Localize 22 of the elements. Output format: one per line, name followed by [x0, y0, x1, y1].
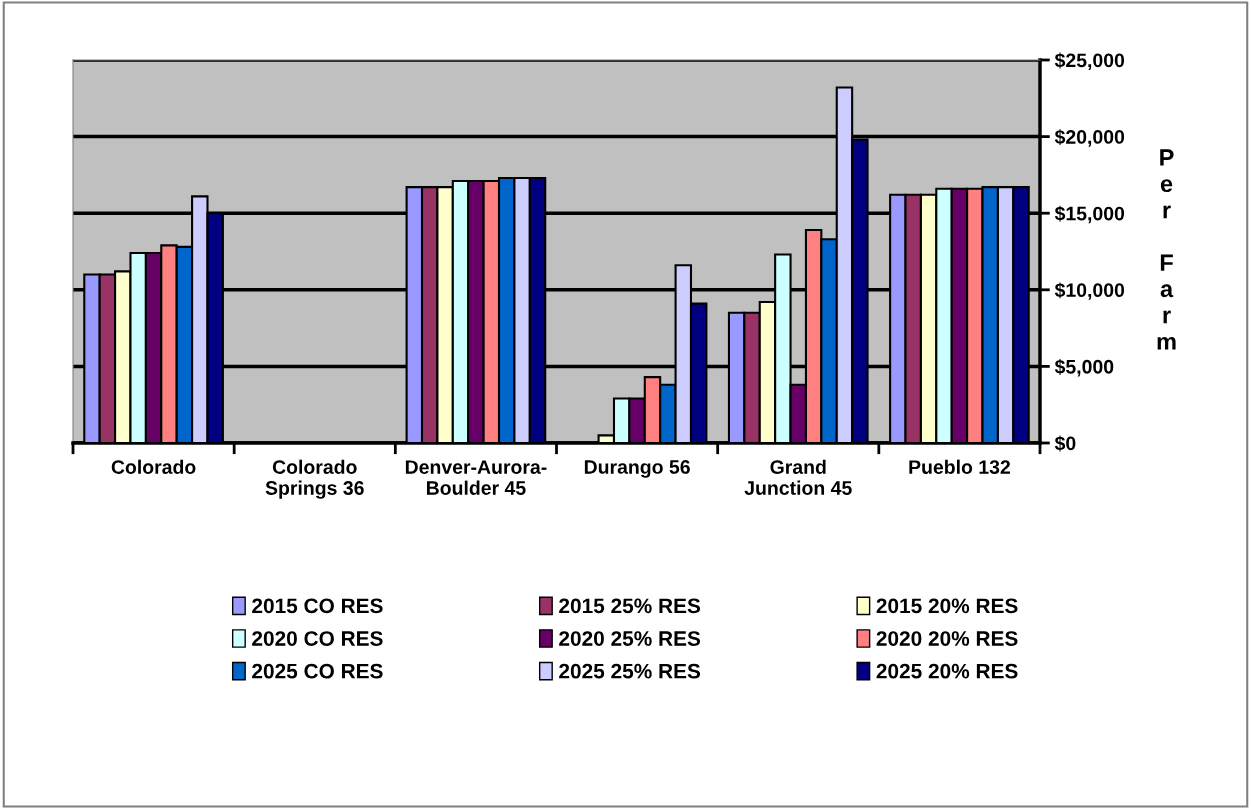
- x-tick-label: Pueblo 132: [909, 459, 1010, 474]
- y-tick-label: $15,000: [1054, 205, 1125, 224]
- legend-label: 2025 25% RES: [559, 663, 701, 679]
- legend-label: 2015 CO RES: [252, 598, 383, 614]
- y-tick-label: $20,000: [1054, 129, 1125, 147]
- x-tick-label: Denver-Aurora- Boulder 45: [405, 460, 547, 495]
- x-tick-label: Grand Junction 45: [744, 459, 852, 495]
- x-tick-label: Durango 56: [584, 460, 690, 478]
- legend-label: 2015 25% RES: [559, 598, 701, 614]
- y-tick-label: $5,000: [1054, 359, 1114, 377]
- text: Per Farm: [1157, 149, 1176, 350]
- x-tick-label: Colorado Springs 36: [265, 459, 364, 499]
- legend-label: 2015 20% RES: [876, 598, 1018, 614]
- legend-label: 2025 CO RES: [252, 663, 383, 679]
- legend-label: 2025 20% RES: [876, 663, 1018, 679]
- legend-label: 2020 25% RES: [559, 631, 701, 646]
- y-tick-label: $10,000: [1054, 282, 1125, 300]
- y-tick-label: $0: [1054, 435, 1076, 452]
- legend-label: 2020 CO RES: [252, 631, 383, 646]
- legend-label: 2020 20% RES: [876, 631, 1018, 646]
- x-tick-label: Colorado: [111, 459, 196, 474]
- y-tick-label: $25,000: [1054, 52, 1125, 71]
